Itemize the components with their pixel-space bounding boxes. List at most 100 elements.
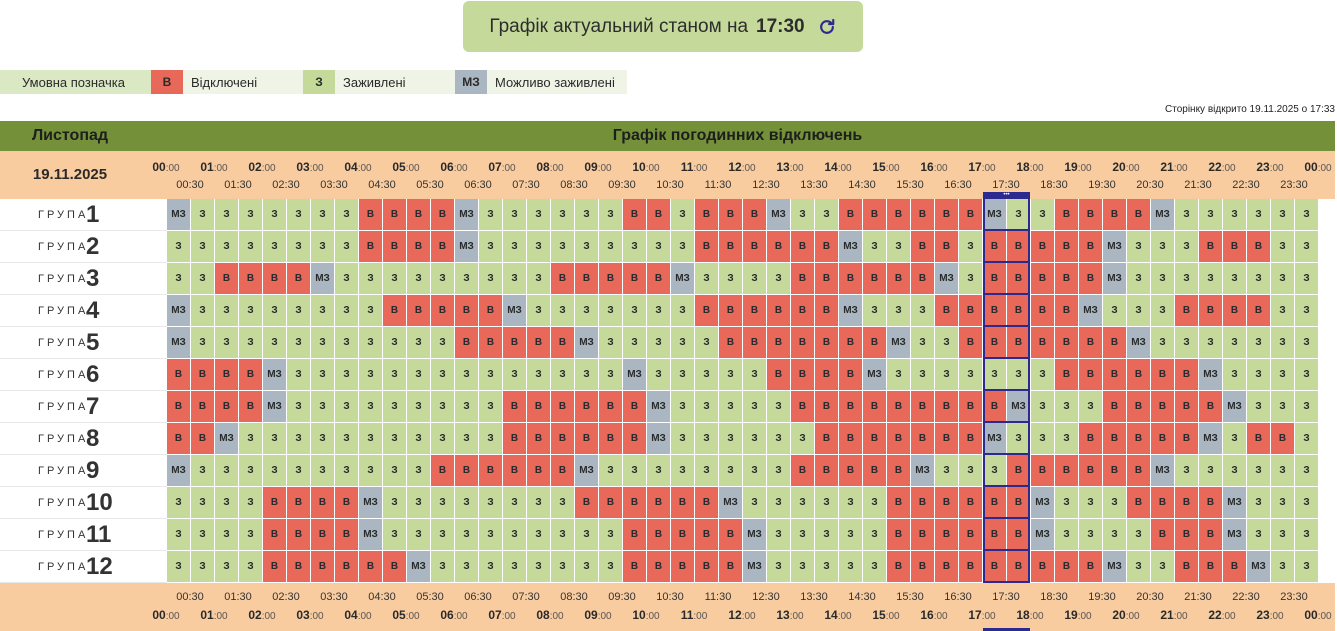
slot-cell: З bbox=[575, 519, 599, 551]
minutes-suffix: :00 bbox=[1317, 163, 1332, 174]
slot-cell: В bbox=[1151, 423, 1175, 455]
slot-cell: З bbox=[695, 423, 719, 455]
slot-cell: В bbox=[983, 519, 1007, 551]
slot-cell: З bbox=[767, 455, 791, 487]
slot-cell: З bbox=[311, 455, 335, 487]
slot-cell: З bbox=[839, 487, 863, 519]
slot-cell: З bbox=[431, 327, 455, 359]
legend-off-label: Відключені bbox=[183, 70, 303, 94]
current-time-row-divider bbox=[983, 293, 1030, 295]
slot-cell: В bbox=[671, 519, 695, 551]
slot-cell: З bbox=[815, 551, 839, 583]
slot-cell: З bbox=[1079, 519, 1103, 551]
slot-cell: З bbox=[671, 391, 695, 423]
slot-cell: В bbox=[911, 199, 935, 231]
hour-value: 10 bbox=[632, 160, 646, 174]
top-half-hour-label: 16:30 bbox=[944, 179, 972, 191]
slot-cell: З bbox=[1103, 295, 1127, 327]
slot-cell: В bbox=[1175, 391, 1199, 423]
slot-cell: З bbox=[551, 295, 575, 327]
slot-cell: МЗ bbox=[863, 359, 887, 391]
slot-cell: В bbox=[191, 423, 215, 455]
slot-cell: В bbox=[935, 519, 959, 551]
bottom-hour-label: 01:00 bbox=[194, 608, 234, 622]
slot-cell: З bbox=[1223, 455, 1247, 487]
slot-cell: В bbox=[431, 231, 455, 263]
group-number: 12 bbox=[86, 552, 113, 580]
top-half-hour-label: 02:30 bbox=[272, 179, 300, 191]
slot-cell: В bbox=[839, 327, 863, 359]
bottom-hour-label: 22:00 bbox=[1202, 608, 1242, 622]
slot-cell: В bbox=[983, 487, 1007, 519]
slot-cell: З bbox=[239, 295, 263, 327]
slot-cell: З bbox=[599, 359, 623, 391]
top-hour-label: 20:00 bbox=[1106, 160, 1146, 174]
slot-cell: В bbox=[791, 455, 815, 487]
slot-cell: З bbox=[239, 455, 263, 487]
slot-cell: З bbox=[1175, 263, 1199, 295]
bottom-half-hour-label: 22:30 bbox=[1232, 591, 1260, 603]
slot-cell: З bbox=[1031, 199, 1055, 231]
slot-cell: В bbox=[983, 263, 1007, 295]
slot-cell: З bbox=[551, 551, 575, 583]
slot-cell: З bbox=[1271, 551, 1295, 583]
slot-cell: З bbox=[647, 359, 671, 391]
slot-cell: МЗ bbox=[167, 455, 191, 487]
hour-value: 18 bbox=[1016, 160, 1030, 174]
slot-cell: МЗ bbox=[1127, 327, 1151, 359]
slot-cell: В bbox=[407, 199, 431, 231]
legend-maybe-swatch: МЗ bbox=[455, 70, 487, 94]
slot-cell: З bbox=[983, 455, 1007, 487]
group-word: ГРУПА bbox=[38, 272, 89, 285]
slot-cell: В bbox=[863, 455, 887, 487]
slot-cell: З bbox=[239, 487, 263, 519]
minutes-suffix: :00 bbox=[261, 163, 276, 174]
group-word: ГРУПА bbox=[38, 208, 89, 221]
bottom-hour-label: 16:00 bbox=[914, 608, 954, 622]
slot-cell: МЗ bbox=[1151, 455, 1175, 487]
slot-cell: З bbox=[431, 359, 455, 391]
slot-cell: З bbox=[743, 423, 767, 455]
slot-cell: З bbox=[167, 263, 191, 295]
slot-cell: В bbox=[623, 391, 647, 423]
top-half-hour-label: 13:30 bbox=[800, 179, 828, 191]
slot-cell: В bbox=[1055, 295, 1079, 327]
slot-cell: З bbox=[767, 263, 791, 295]
slot-cell: З bbox=[527, 551, 551, 583]
slot-cell: З bbox=[743, 263, 767, 295]
slot-cell: З bbox=[623, 327, 647, 359]
slot-cell: З bbox=[191, 199, 215, 231]
slot-cell: В bbox=[407, 295, 431, 327]
slot-cell: З bbox=[1295, 551, 1319, 583]
slot-cell: З bbox=[287, 231, 311, 263]
group-label: ГРУПА 8 bbox=[0, 423, 167, 455]
slot-cell: В bbox=[647, 487, 671, 519]
hour-value: 05 bbox=[392, 608, 406, 622]
slot-cell: З bbox=[503, 263, 527, 295]
minutes-suffix: :00 bbox=[597, 163, 612, 174]
refresh-icon[interactable] bbox=[817, 17, 837, 37]
top-hour-label: 22:00 bbox=[1202, 160, 1242, 174]
slot-cell: В bbox=[1055, 199, 1079, 231]
slot-cell: В bbox=[215, 359, 239, 391]
slot-cell: В bbox=[911, 551, 935, 583]
slot-cell: В bbox=[767, 327, 791, 359]
hour-value: 01 bbox=[200, 608, 214, 622]
slot-cell: В bbox=[167, 391, 191, 423]
slot-cell: З bbox=[455, 263, 479, 295]
slot-cell: В bbox=[1007, 519, 1031, 551]
slot-cell: В bbox=[1031, 231, 1055, 263]
bottom-half-hour-label: 16:30 bbox=[944, 591, 972, 603]
bottom-half-hour-label: 12:30 bbox=[752, 591, 780, 603]
minutes-suffix: :00 bbox=[789, 611, 804, 622]
slot-cell: В bbox=[191, 359, 215, 391]
slot-cell: З bbox=[551, 519, 575, 551]
slot-cell: МЗ bbox=[1151, 199, 1175, 231]
slot-cell: З bbox=[479, 487, 503, 519]
slot-cell: В bbox=[1055, 455, 1079, 487]
top-hour-label: 06:00 bbox=[434, 160, 474, 174]
slot-cell: В bbox=[863, 263, 887, 295]
group-word: ГРУПА bbox=[38, 400, 89, 413]
slot-cell: З bbox=[431, 551, 455, 583]
slot-cell: З bbox=[671, 455, 695, 487]
